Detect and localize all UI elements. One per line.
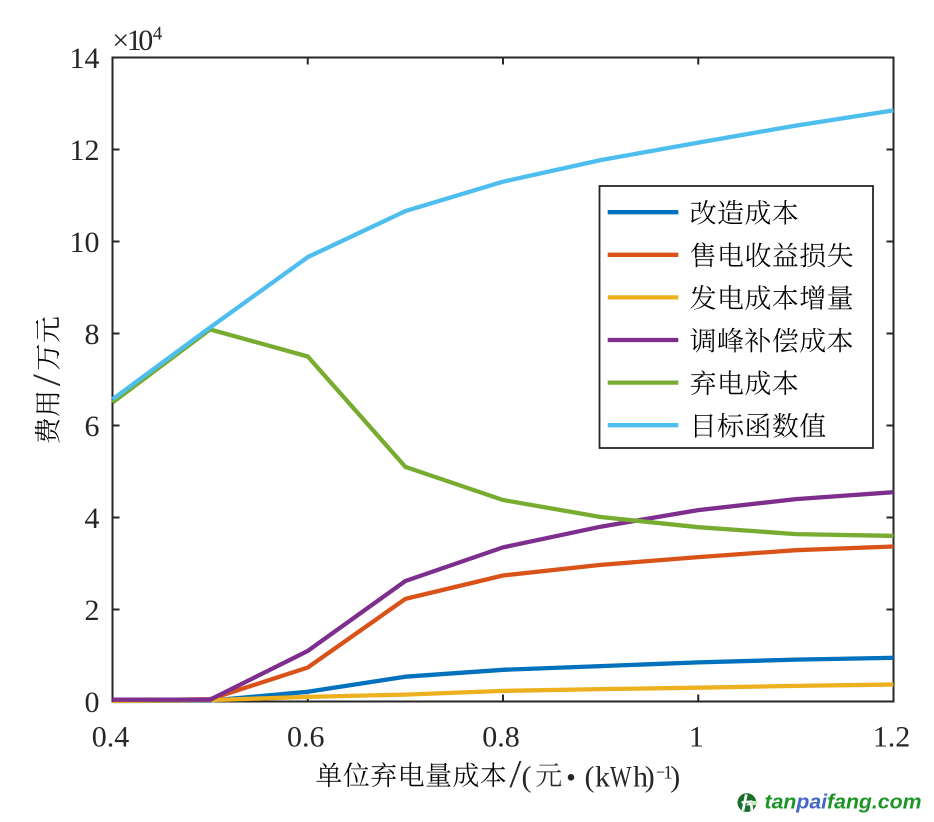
svg-text:k: k [595, 761, 610, 794]
svg-text:0.6: 0.6 [287, 721, 325, 754]
svg-text:8: 8 [85, 318, 100, 351]
svg-text:0.4: 0.4 [92, 721, 130, 754]
svg-text:): ) [645, 761, 655, 794]
svg-text:0: 0 [85, 686, 100, 719]
svg-text:0.8: 0.8 [482, 721, 520, 754]
svg-text:4: 4 [85, 502, 100, 535]
svg-text:0: 0 [138, 24, 153, 57]
svg-text:×: × [112, 24, 129, 57]
svg-text:(: ( [522, 761, 532, 794]
svg-text:1.2: 1.2 [873, 721, 911, 754]
svg-text:12: 12 [70, 134, 100, 167]
svg-text:(: ( [585, 761, 595, 794]
svg-text:tanpaifang.com: tanpaifang.com [765, 791, 922, 814]
svg-text:1: 1 [663, 762, 673, 783]
svg-text:−: − [656, 762, 665, 783]
svg-text:): ) [670, 761, 680, 794]
svg-text:2: 2 [85, 594, 100, 627]
svg-text:1: 1 [689, 721, 704, 754]
svg-text:h: h [633, 761, 648, 794]
svg-text:1: 1 [127, 24, 142, 57]
svg-text:10: 10 [70, 226, 100, 259]
svg-text:14: 14 [70, 42, 100, 75]
svg-text:4: 4 [153, 24, 163, 45]
svg-text:6: 6 [85, 410, 100, 443]
svg-text:W: W [610, 761, 632, 794]
